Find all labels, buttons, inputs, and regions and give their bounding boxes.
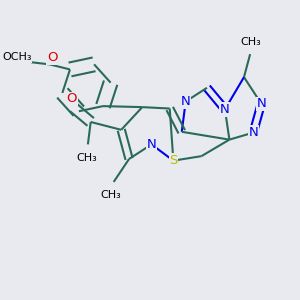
Text: N: N: [220, 103, 230, 116]
Text: N: N: [181, 95, 190, 108]
Text: CH₃: CH₃: [240, 38, 261, 47]
Text: N: N: [256, 97, 266, 110]
Text: N: N: [248, 126, 258, 139]
Text: S: S: [169, 154, 178, 167]
Text: O: O: [47, 51, 57, 64]
Text: CH₃: CH₃: [76, 153, 97, 163]
Text: O: O: [67, 92, 77, 106]
Text: OCH₃: OCH₃: [2, 52, 32, 62]
Text: CH₃: CH₃: [100, 190, 121, 200]
Text: N: N: [147, 138, 156, 151]
